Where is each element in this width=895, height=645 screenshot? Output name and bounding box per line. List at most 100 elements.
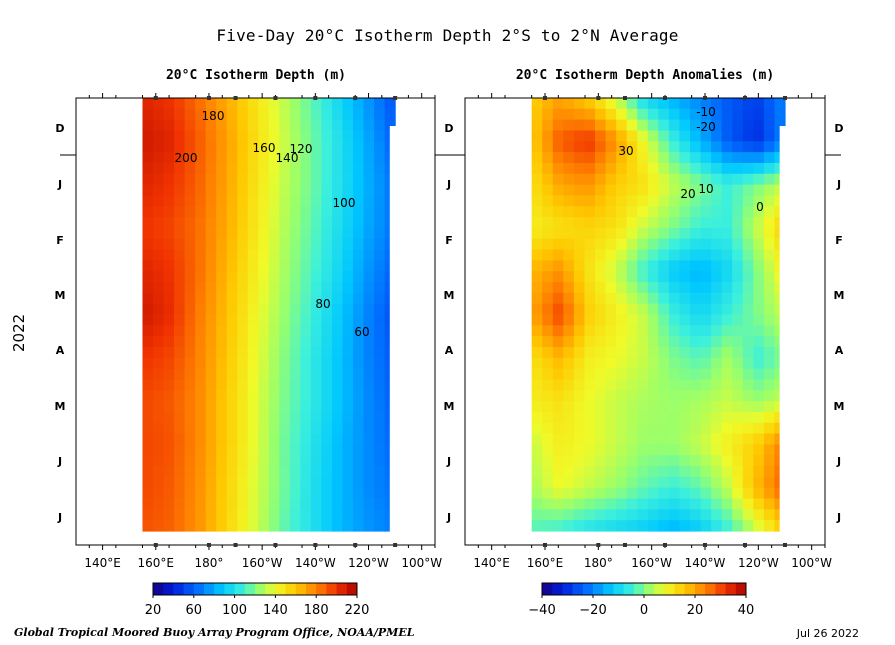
heatmap-cell <box>205 130 217 142</box>
heatmap-cell <box>153 119 165 132</box>
heatmap-cell <box>700 249 712 261</box>
heatmap-cell <box>658 130 670 142</box>
heatmap-cell <box>584 401 596 413</box>
heatmap-cell <box>658 433 670 445</box>
heatmap-cell <box>647 108 659 121</box>
heatmap-cell <box>363 141 375 153</box>
heatmap-cell <box>668 390 681 402</box>
heatmap-cell <box>142 173 154 186</box>
heatmap-cell <box>289 162 301 175</box>
heatmap-cell <box>374 401 386 413</box>
x-tick-label: 140°W <box>295 556 336 570</box>
heatmap-cell <box>268 162 280 175</box>
heatmap-cell <box>563 195 575 207</box>
heatmap-cell <box>279 509 291 521</box>
heatmap-cell <box>763 195 776 207</box>
heatmap-cell <box>258 292 270 305</box>
heatmap-cell <box>753 130 765 142</box>
heatmap-cell <box>321 411 333 424</box>
heatmap-cell <box>616 98 628 110</box>
heatmap-cell <box>573 195 586 207</box>
buoy-marker <box>313 96 318 100</box>
heatmap-cell <box>226 184 238 197</box>
heatmap-cell <box>374 217 386 229</box>
heatmap-cell <box>163 487 175 500</box>
heatmap-cell <box>721 390 733 402</box>
heatmap-cell <box>732 520 744 532</box>
heatmap-cell <box>732 292 744 305</box>
heatmap-cell <box>289 336 301 348</box>
heatmap-cell <box>310 325 323 337</box>
heatmap-cell <box>637 357 649 370</box>
heatmap-cell <box>668 217 681 229</box>
heatmap-cell <box>331 271 344 283</box>
heatmap-cell <box>647 184 659 197</box>
heatmap-cell <box>300 195 312 207</box>
heatmap-cell <box>363 346 375 359</box>
heatmap-cell <box>247 455 259 467</box>
heatmap-cell <box>753 206 765 218</box>
heatmap-cell <box>374 152 386 164</box>
heatmap-cell <box>331 433 344 445</box>
heatmap-cell <box>216 357 228 370</box>
heatmap-cell <box>247 368 259 381</box>
heatmap-cell <box>647 357 659 370</box>
heatmap-cell <box>268 184 280 197</box>
heatmap-cell <box>205 98 217 110</box>
heatmap-cell <box>721 217 733 229</box>
heatmap-cell <box>753 282 765 294</box>
colorbar-segment <box>705 583 716 595</box>
heatmap-cell <box>237 303 249 316</box>
heatmap-cell <box>300 184 312 197</box>
heatmap-cell <box>363 368 375 381</box>
heatmap-cell <box>595 141 607 153</box>
heatmap-cell <box>353 141 365 153</box>
heatmap-cell <box>363 184 375 197</box>
heatmap-cell <box>721 173 733 186</box>
heatmap-cell <box>679 173 691 186</box>
heatmap-cell <box>552 390 564 402</box>
heatmap-cell <box>374 357 386 370</box>
heatmap-cell <box>153 325 165 337</box>
heatmap-cell <box>668 130 681 142</box>
heatmap-cell <box>279 238 291 251</box>
heatmap-cell <box>763 509 776 521</box>
heatmap-cell <box>531 336 543 348</box>
heatmap-cell <box>363 509 375 521</box>
heatmap-cell <box>195 119 207 132</box>
heatmap-cell <box>374 227 386 240</box>
heatmap-cell <box>616 422 628 435</box>
colorbar-segment <box>295 583 307 595</box>
heatmap-cell <box>774 98 786 110</box>
heatmap-cell <box>595 422 607 435</box>
heatmap-cell <box>300 227 312 240</box>
heatmap-cell <box>647 433 659 445</box>
heatmap-cell <box>195 238 207 251</box>
heatmap-cell <box>595 379 607 391</box>
colorbar-tick-label: 20 <box>687 603 704 618</box>
heatmap-cell <box>310 173 323 186</box>
heatmap-cell <box>226 357 238 370</box>
heatmap-cell <box>321 368 333 381</box>
heatmap-cell <box>711 238 723 251</box>
heatmap-cell <box>268 476 280 489</box>
heatmap-cell <box>595 271 607 283</box>
heatmap-cell <box>721 130 733 142</box>
heatmap-cell <box>742 119 754 132</box>
heatmap-cell <box>732 141 744 153</box>
heatmap-cell <box>363 206 375 218</box>
heatmap-cell <box>658 444 670 456</box>
heatmap-cell <box>237 401 249 413</box>
heatmap-cell <box>321 271 333 283</box>
heatmap-cell <box>679 433 691 445</box>
heatmap-cell <box>542 509 554 521</box>
heatmap-cell <box>289 141 301 153</box>
heatmap-cell <box>226 195 238 207</box>
heatmap-cell <box>732 130 744 142</box>
heatmap-cell <box>753 162 765 175</box>
heatmap-cell <box>595 509 607 521</box>
heatmap-cell <box>258 249 270 261</box>
heatmap-cell <box>542 98 554 110</box>
heatmap-cell <box>247 152 259 164</box>
heatmap-cell <box>595 346 607 359</box>
